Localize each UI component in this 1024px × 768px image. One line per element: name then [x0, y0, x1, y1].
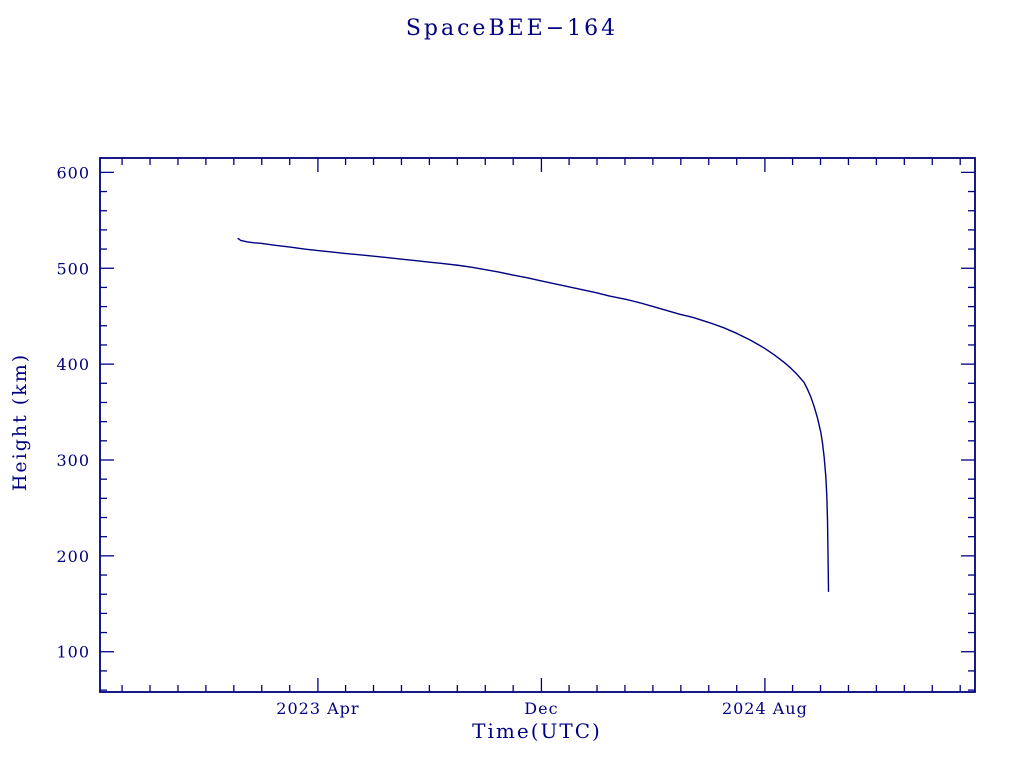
x-tick-label: 2024 Aug: [722, 699, 808, 718]
y-tick-label: 500: [56, 259, 90, 278]
chart-title: SpaceBEE−164: [405, 16, 619, 41]
y-tick-label: 600: [56, 163, 90, 182]
y-tick-label: 300: [56, 451, 90, 470]
y-tick-label: 200: [56, 547, 90, 566]
y-tick-label: 400: [56, 355, 90, 374]
plot-frame: [99, 157, 976, 693]
y-tick-label: 100: [56, 643, 90, 662]
x-axis-label: Time(UTC): [472, 719, 602, 743]
height-decay-line: [237, 237, 830, 593]
x-tick-label: 2023 Apr: [276, 699, 359, 718]
x-tick-label: Dec: [524, 699, 558, 718]
